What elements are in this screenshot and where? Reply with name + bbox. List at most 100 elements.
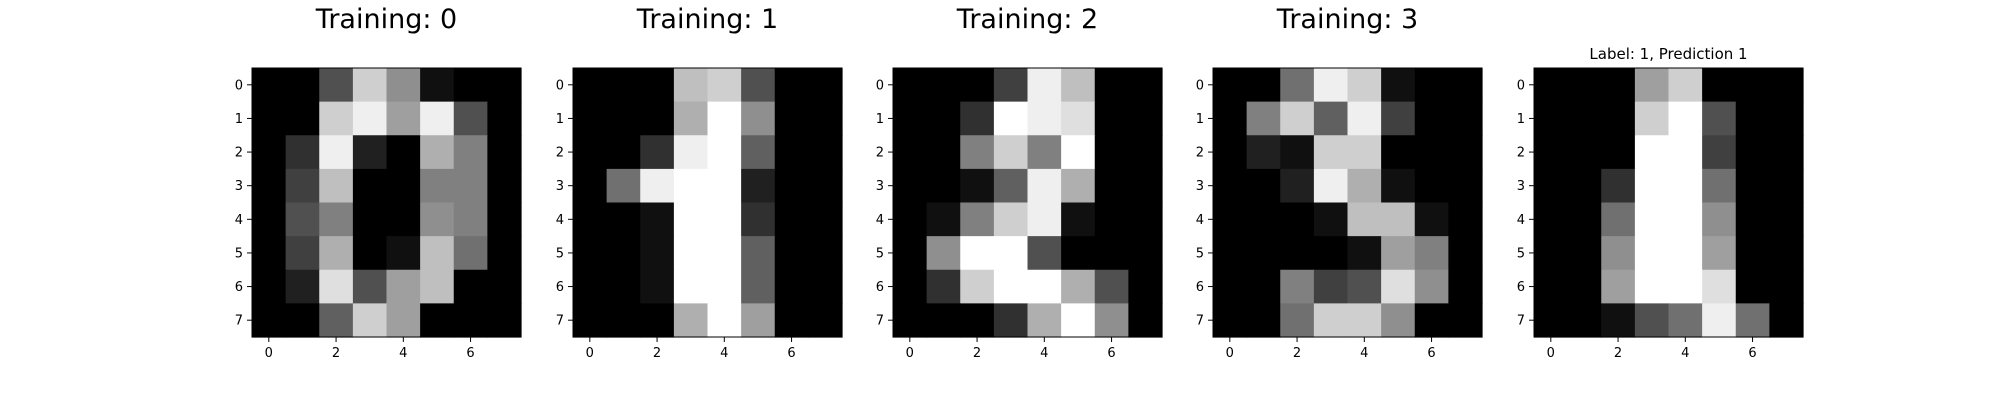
y-tick-label: 0	[1517, 78, 1525, 93]
pixel-cell	[1634, 135, 1670, 170]
pixel-cell	[707, 303, 742, 338]
pixel-cell	[808, 236, 843, 271]
x-tick-label: 6	[1748, 346, 1756, 361]
pixel-cell	[352, 303, 388, 338]
pixel-cell	[453, 68, 488, 103]
pixel-cell	[1414, 303, 1449, 338]
pixel-cell	[1094, 236, 1129, 271]
pixel-cell	[386, 303, 421, 338]
axes-frame	[892, 67, 1163, 338]
pixel-cell	[1381, 135, 1416, 170]
pixel-cell	[1246, 168, 1281, 204]
pixel-cell	[606, 269, 641, 304]
pixel-cell	[1668, 168, 1703, 204]
pixel-cell	[319, 135, 354, 170]
pixel-cell	[1027, 269, 1062, 304]
pixel-cell	[993, 135, 1029, 170]
x-tick-label: 0	[586, 346, 594, 361]
pixel-cell	[352, 236, 388, 271]
pixel-cell	[1534, 101, 1569, 136]
pixel-cell	[673, 135, 709, 170]
y-tick-label: 3	[556, 179, 564, 194]
pixel-cell	[1769, 303, 1804, 338]
pixel-cell	[1702, 303, 1737, 338]
axes-frame	[1533, 67, 1804, 338]
pixel-cell	[1347, 135, 1382, 170]
pixel-cell	[1213, 303, 1248, 338]
pixel-cell	[893, 202, 928, 237]
pixel-cell	[1027, 202, 1062, 237]
pixel-cell	[741, 135, 776, 170]
pixel-cell	[352, 101, 388, 136]
pixel-cell	[1246, 68, 1281, 103]
pixel-cell	[993, 202, 1029, 237]
pixel-cell	[386, 101, 421, 136]
pixel-cell	[606, 303, 641, 338]
pixel-cell	[1702, 101, 1737, 136]
y-tick-label: 2	[556, 146, 564, 161]
x-tick-label: 4	[1360, 346, 1368, 361]
pixel-cell	[420, 202, 455, 237]
pixel-cell	[808, 269, 843, 304]
pixel-cell	[1246, 101, 1281, 136]
pixel-cell	[285, 101, 320, 136]
x-tick-label: 6	[1107, 346, 1115, 361]
pixel-cell	[960, 269, 995, 304]
y-tick-label: 4	[235, 213, 243, 228]
pixel-cell	[319, 236, 354, 271]
pixel-cell	[1735, 101, 1770, 136]
y-tick-label: 0	[556, 78, 564, 93]
pixel-cell	[319, 68, 354, 103]
pixel-cell	[1534, 303, 1569, 338]
pixel-cell	[1061, 101, 1096, 136]
pixel-cell	[386, 68, 421, 103]
pixel-cell	[487, 303, 522, 338]
pixel-cell	[453, 303, 488, 338]
pixel-cell	[993, 68, 1029, 103]
pixel-cell	[1213, 101, 1248, 136]
pixel-cell	[926, 68, 961, 103]
pixel-cell	[1567, 135, 1602, 170]
pixel-cell	[252, 168, 287, 204]
pixel-cell	[1213, 135, 1248, 170]
pixel-cell	[319, 202, 354, 237]
pixel-cell	[1061, 135, 1096, 170]
y-tick-label: 2	[876, 146, 884, 161]
pixel-cell	[1567, 68, 1602, 103]
pixel-cell	[640, 68, 675, 103]
pixel-cell	[1534, 269, 1569, 304]
pixel-cell	[808, 68, 843, 103]
pixel-cell	[319, 269, 354, 304]
pixel-cell	[252, 236, 287, 271]
x-tick-label: 4	[1040, 346, 1048, 361]
pixel-cell	[1769, 101, 1804, 136]
pixel-cell	[1280, 68, 1315, 103]
pixel-cell	[252, 135, 287, 170]
pixel-cell	[453, 236, 488, 271]
pixel-cell	[285, 202, 320, 237]
pixel-cell	[1414, 101, 1449, 136]
pixel-cell	[1313, 135, 1349, 170]
pixel-cell	[1634, 168, 1670, 204]
y-tick-label: 0	[876, 78, 884, 93]
pixel-cell	[1601, 202, 1636, 237]
pixel-cell	[453, 202, 488, 237]
panel-title: Training: 2	[956, 4, 1098, 35]
pixel-cell	[386, 135, 421, 170]
pixel-cell	[1128, 202, 1163, 237]
digit-panel: Training: 1 0 2 4 6 0 1 2 3 4 5 6 7	[556, 4, 843, 361]
pixel-cell	[673, 303, 709, 338]
y-tick-label: 6	[1517, 280, 1525, 295]
x-tick-label: 4	[1681, 346, 1689, 361]
pixel-cell	[453, 168, 488, 204]
pixel-cell	[1448, 269, 1483, 304]
pixel-cell	[1213, 168, 1248, 204]
pixel-cell	[1668, 101, 1703, 136]
pixel-cell	[319, 168, 354, 204]
pixel-cell	[420, 135, 455, 170]
pixel-cell	[1246, 303, 1281, 338]
pixel-cell	[285, 269, 320, 304]
pixel-cell	[1313, 101, 1349, 136]
pixel-cell	[1567, 269, 1602, 304]
